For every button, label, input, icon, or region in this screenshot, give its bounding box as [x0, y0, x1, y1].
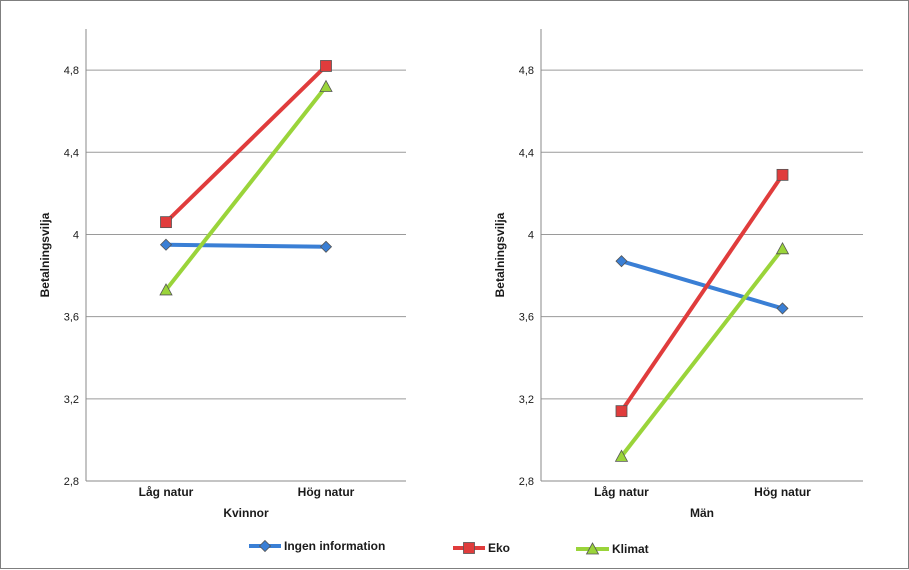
y-axis-title: Betalningsvilja [38, 212, 52, 297]
data-point [160, 216, 172, 229]
series-line [619, 173, 785, 413]
series-line [619, 247, 785, 458]
series-line [164, 64, 328, 224]
x-tick-label: Låg natur [139, 485, 194, 499]
x-tick-label: Låg natur [594, 485, 649, 499]
data-point [159, 238, 173, 251]
data-point [159, 283, 173, 296]
x-axis-title: Män [690, 506, 714, 520]
x-tick-label: Hög natur [754, 485, 811, 499]
y-tick-label: 3,6 [64, 312, 79, 324]
data-point [614, 449, 629, 462]
data-point [776, 302, 789, 315]
legend-marker [258, 539, 272, 553]
series-line [165, 242, 327, 249]
y-axis-title: Betalningsvilja [493, 212, 507, 297]
series-line [620, 259, 784, 311]
y-tick-label: 3,2 [519, 394, 534, 406]
data-point [776, 168, 789, 181]
y-tick-label: 4,8 [64, 65, 79, 77]
data-point [615, 255, 628, 268]
legend-marker [463, 542, 475, 554]
legend-label: Eko [488, 541, 510, 555]
y-tick-label: 2,8 [519, 476, 534, 488]
y-tick-label: 4,4 [519, 147, 534, 159]
data-point [319, 240, 333, 253]
x-axis-title: Kvinnor [223, 506, 269, 520]
y-tick-label: 4 [73, 229, 79, 241]
legend-label: Klimat [612, 542, 649, 556]
y-tick-label: 4 [528, 229, 534, 241]
y-tick-label: 4,4 [64, 147, 79, 159]
y-tick-label: 3,2 [64, 394, 79, 406]
data-point [615, 405, 628, 418]
data-point [775, 242, 790, 255]
data-point [320, 60, 332, 72]
legend-marker [585, 542, 600, 555]
series-line [164, 85, 328, 292]
y-tick-label: 2,8 [64, 476, 79, 488]
y-tick-label: 4,8 [519, 65, 534, 77]
y-tick-label: 3,6 [519, 312, 534, 324]
x-tick-label: Hög natur [298, 485, 355, 499]
data-point [319, 79, 333, 92]
legend-label: Ingen information [284, 539, 385, 553]
